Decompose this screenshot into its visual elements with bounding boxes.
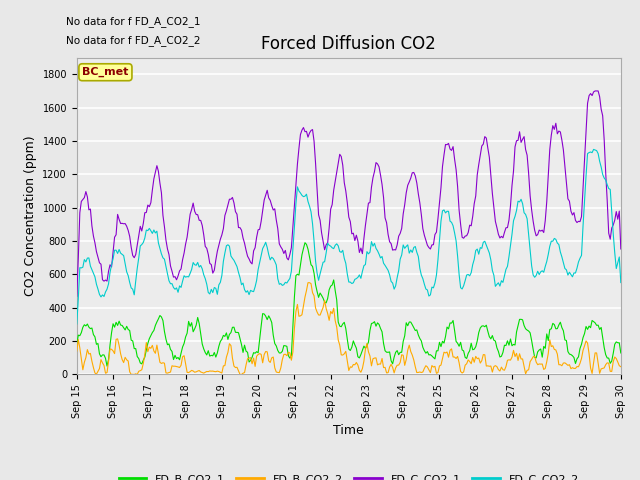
X-axis label: Time: Time	[333, 424, 364, 437]
Text: No data for f FD_A_CO2_2: No data for f FD_A_CO2_2	[66, 36, 200, 47]
Title: Forced Diffusion CO2: Forced Diffusion CO2	[261, 35, 436, 53]
Y-axis label: CO2 Concentration (ppm): CO2 Concentration (ppm)	[24, 136, 37, 296]
Text: No data for f FD_A_CO2_1: No data for f FD_A_CO2_1	[66, 16, 200, 27]
Legend: FD_B_CO2_1, FD_B_CO2_2, FD_C_CO2_1, FD_C_CO2_2: FD_B_CO2_1, FD_B_CO2_2, FD_C_CO2_1, FD_C…	[114, 469, 584, 480]
Text: BC_met: BC_met	[82, 67, 129, 77]
